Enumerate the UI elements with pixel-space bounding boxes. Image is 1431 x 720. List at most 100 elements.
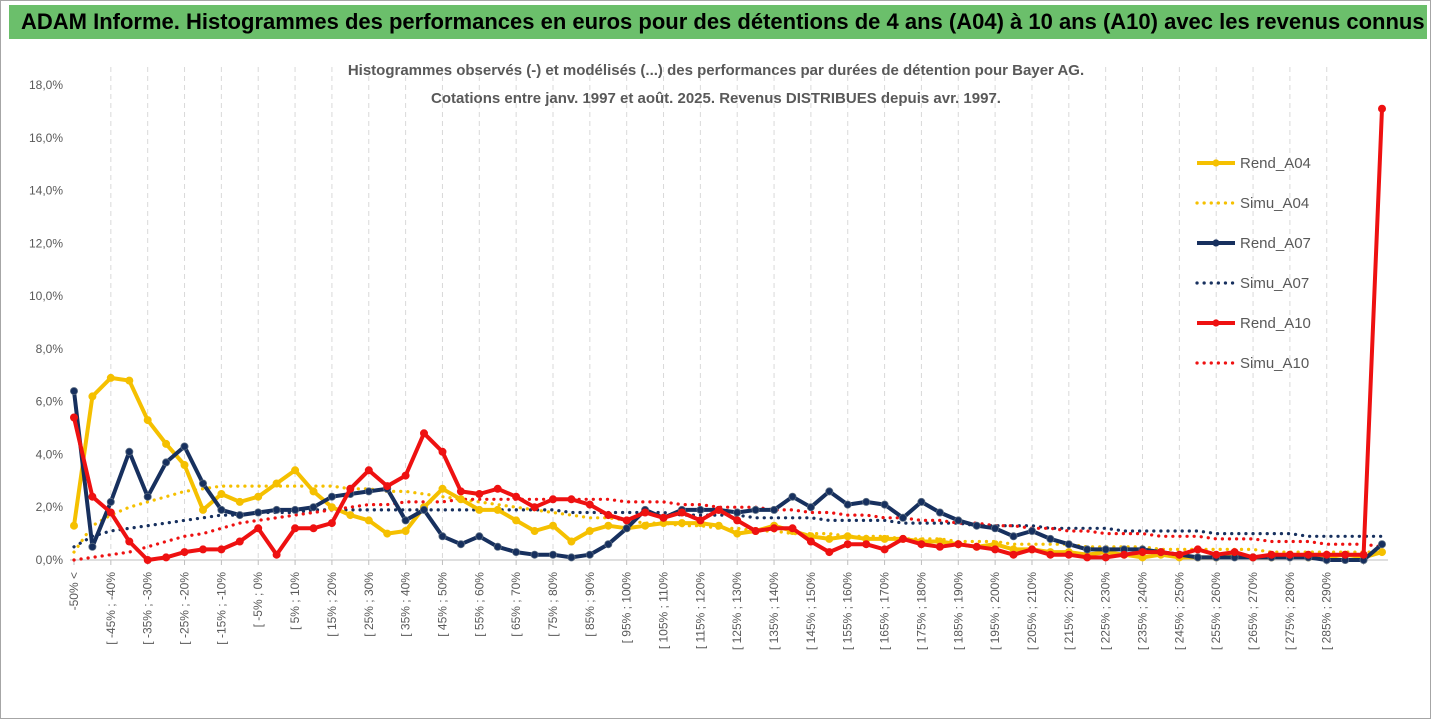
data-point bbox=[991, 524, 1000, 533]
y-tick-label: 4,0% bbox=[36, 447, 64, 461]
x-tick-label: [ 65% ; 70% bbox=[509, 572, 523, 637]
legend-marker bbox=[1212, 159, 1220, 167]
data-point bbox=[493, 505, 502, 514]
data-point bbox=[272, 550, 281, 559]
report-banner-title: ADAM Informe. Histogrammes des performan… bbox=[9, 5, 1427, 39]
y-tick-label: 10,0% bbox=[29, 289, 63, 303]
x-tick-label: [ 95% ; 100% bbox=[620, 572, 634, 644]
data-point bbox=[1378, 540, 1387, 549]
data-point bbox=[917, 540, 926, 549]
data-point bbox=[1101, 553, 1110, 562]
data-point bbox=[751, 526, 760, 535]
data-point bbox=[917, 497, 926, 506]
x-tick-label: [ 255% ; 260% bbox=[1209, 572, 1223, 650]
data-point bbox=[880, 534, 889, 543]
data-point bbox=[1138, 548, 1147, 557]
series-Simu_A10 bbox=[72, 497, 1384, 562]
data-point bbox=[125, 447, 134, 456]
data-point bbox=[493, 542, 502, 551]
data-point bbox=[106, 508, 115, 517]
data-point bbox=[935, 542, 944, 551]
x-tick-label: [ -35% ; -30% bbox=[141, 572, 155, 645]
chart-title: Histogrammes observés (-) et modélisés (… bbox=[348, 62, 1084, 107]
data-point bbox=[254, 508, 263, 517]
data-point bbox=[162, 553, 171, 562]
series-layer bbox=[70, 104, 1387, 564]
data-point bbox=[475, 505, 484, 514]
data-point bbox=[1193, 545, 1202, 554]
data-point bbox=[364, 487, 373, 496]
data-point bbox=[327, 492, 336, 501]
x-tick-label: [ 5% ; 10% bbox=[288, 572, 302, 630]
data-point bbox=[733, 516, 742, 525]
data-point bbox=[825, 534, 834, 543]
data-point bbox=[88, 542, 97, 551]
legend-item-Simu_A04: Simu_A04 bbox=[1195, 195, 1309, 212]
legend-item-Simu_A10: Simu_A10 bbox=[1195, 355, 1309, 372]
data-point bbox=[825, 487, 834, 496]
legend-item-Rend_A07: Rend_A07 bbox=[1197, 235, 1311, 252]
data-point bbox=[788, 492, 797, 501]
data-point bbox=[585, 550, 594, 559]
data-point bbox=[401, 516, 410, 525]
y-tick-label: 14,0% bbox=[29, 184, 63, 198]
x-tick-label: [ 135% ; 140% bbox=[767, 572, 781, 650]
data-point bbox=[567, 537, 576, 546]
legend-marker bbox=[1212, 239, 1220, 247]
data-point bbox=[1212, 550, 1221, 559]
data-point bbox=[935, 508, 944, 517]
x-tick-label: [ 185% ; 190% bbox=[951, 572, 965, 650]
data-point bbox=[475, 489, 484, 498]
data-point bbox=[327, 519, 336, 528]
data-point bbox=[733, 508, 742, 517]
x-tick-label: [ -15% ; -10% bbox=[214, 572, 228, 645]
data-point bbox=[1046, 534, 1055, 543]
x-tick-label: -50% < bbox=[67, 572, 81, 610]
data-point bbox=[1267, 550, 1276, 559]
data-point bbox=[585, 500, 594, 509]
x-tick-label: [ -45% ; -40% bbox=[104, 572, 118, 645]
data-point bbox=[843, 540, 852, 549]
series-Rend_A04 bbox=[70, 373, 1387, 562]
axes: 0,0% 2,0% 4,0% 6,0% 8,0% 10,0% 12,0% 14,0% 16,0%… bbox=[29, 78, 1388, 650]
legend-label: Rend_A07 bbox=[1240, 235, 1311, 252]
data-point bbox=[714, 505, 723, 514]
x-tick-label: [ 235% ; 240% bbox=[1136, 572, 1150, 650]
data-point bbox=[1120, 550, 1129, 559]
data-point bbox=[217, 505, 226, 514]
data-point bbox=[972, 542, 981, 551]
data-point bbox=[1322, 550, 1331, 559]
legend-label: Simu_A07 bbox=[1240, 275, 1309, 292]
data-point bbox=[143, 416, 152, 425]
data-point bbox=[1083, 545, 1092, 554]
data-point bbox=[862, 540, 871, 549]
data-point bbox=[880, 545, 889, 554]
x-tick-label: [ 145% ; 150% bbox=[804, 572, 818, 650]
series-line bbox=[72, 484, 1384, 554]
legend: Rend_A04 Simu_A04 Rend_A07 Simu_A07 Rend_A10… bbox=[1195, 155, 1311, 372]
data-point bbox=[1009, 532, 1018, 541]
data-point bbox=[456, 487, 465, 496]
series-line bbox=[72, 375, 1383, 560]
data-point bbox=[512, 516, 521, 525]
data-point bbox=[567, 495, 576, 504]
legend-marker bbox=[1212, 319, 1220, 327]
x-tick-label: [ 85% ; 90% bbox=[583, 572, 597, 637]
legend-label: Rend_A04 bbox=[1240, 155, 1311, 172]
data-point bbox=[198, 545, 207, 554]
data-point bbox=[493, 484, 502, 493]
data-point bbox=[291, 524, 300, 533]
data-point bbox=[70, 387, 79, 396]
data-point bbox=[106, 497, 115, 506]
data-point bbox=[383, 529, 392, 538]
data-point bbox=[549, 521, 558, 530]
data-point bbox=[346, 484, 355, 493]
data-point bbox=[641, 508, 650, 517]
data-point bbox=[1046, 550, 1055, 559]
data-point bbox=[309, 487, 318, 496]
x-tick-label: [ 105% ; 110% bbox=[657, 572, 671, 649]
data-point bbox=[567, 553, 576, 562]
data-point bbox=[383, 482, 392, 491]
x-tick-label: [ 285% ; 290% bbox=[1320, 572, 1334, 650]
